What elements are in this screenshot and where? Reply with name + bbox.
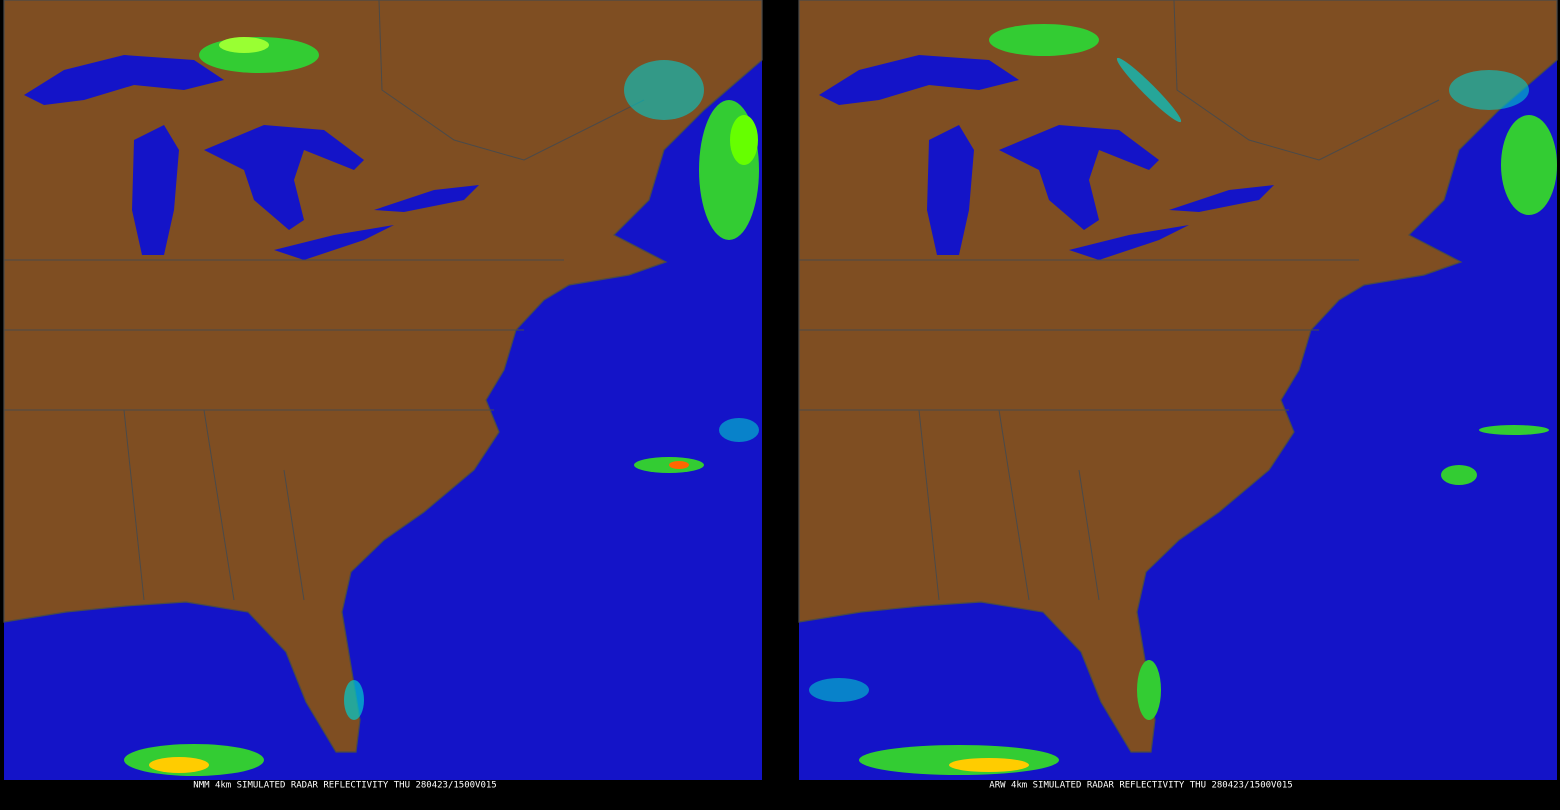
echo xyxy=(1479,425,1549,435)
echo xyxy=(730,115,758,165)
echo xyxy=(219,37,269,53)
echo xyxy=(1137,660,1161,720)
panel-nmm xyxy=(3,0,763,781)
radar-echoes xyxy=(124,37,759,776)
echo xyxy=(149,757,209,773)
echo xyxy=(809,678,869,702)
echo xyxy=(989,24,1099,56)
echo xyxy=(859,745,1059,775)
echo xyxy=(949,758,1029,772)
panel-arw xyxy=(798,0,1558,781)
panel-caption: NMM 4km SIMULATED RADAR REFLECTIVITY THU… xyxy=(193,781,496,791)
panel-caption: ARW 4km SIMULATED RADAR REFLECTIVITY THU… xyxy=(989,781,1292,791)
radar-echoes xyxy=(809,24,1557,775)
echo xyxy=(624,60,704,120)
echo xyxy=(1501,115,1557,215)
echo xyxy=(344,680,364,720)
echo xyxy=(719,418,759,442)
echo xyxy=(669,461,689,469)
echo xyxy=(1449,70,1529,110)
echo xyxy=(1441,465,1477,485)
echo xyxy=(1116,57,1182,123)
